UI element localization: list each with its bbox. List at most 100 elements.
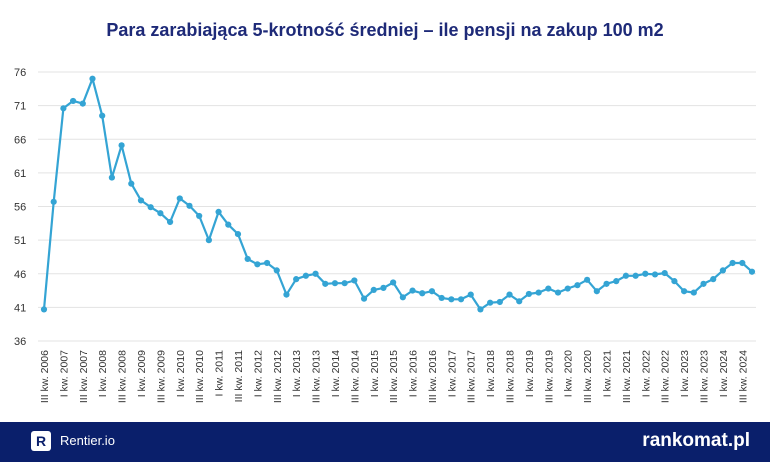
y-tick-label: 36: [14, 336, 26, 348]
data-point: [729, 259, 736, 267]
data-point: [748, 268, 756, 275]
data-point: [370, 286, 377, 293]
x-tick-label: III kw. 2016: [427, 350, 439, 403]
x-tick-label: III kw. 2023: [699, 350, 711, 403]
data-point: [428, 288, 436, 295]
data-point: [535, 289, 542, 296]
data-point: [341, 280, 348, 287]
rentier-logo-icon: R: [31, 431, 51, 451]
x-tick-label: III kw. 2009: [155, 350, 167, 403]
x-tick-label: I kw. 2015: [369, 350, 381, 397]
data-point: [302, 272, 309, 279]
data-point: [157, 210, 164, 217]
x-tick-label: I kw. 2010: [175, 350, 187, 397]
series: [40, 75, 756, 313]
x-tick-label: I kw. 2023: [679, 350, 691, 397]
data-point: [196, 212, 203, 220]
y-tick-label: 66: [14, 134, 26, 146]
data-point: [661, 269, 668, 277]
data-point: [622, 272, 630, 279]
data-point: [118, 142, 125, 149]
x-tick-label: III kw. 2014: [349, 350, 361, 403]
data-point: [545, 285, 552, 292]
data-point: [79, 100, 86, 107]
x-tick-label: I kw. 2011: [214, 350, 226, 397]
data-point: [99, 112, 106, 119]
right-brand: rankomat.pl: [642, 430, 750, 451]
x-tick-label: I kw. 2019: [524, 350, 536, 397]
y-tick-label: 61: [14, 168, 26, 180]
data-point: [293, 276, 300, 283]
data-point: [166, 218, 174, 226]
y-tick-label: 51: [14, 235, 26, 247]
data-point: [671, 278, 678, 285]
x-tick-label: I kw. 2007: [58, 350, 70, 397]
data-point: [263, 259, 271, 267]
y-tick-label: 71: [14, 101, 26, 113]
y-tick-label: 41: [14, 302, 26, 314]
data-point: [273, 267, 280, 274]
x-tick-label: I kw. 2018: [485, 350, 497, 397]
data-point: [457, 296, 465, 303]
y-tick-label: 76: [14, 67, 26, 79]
x-tick-label: I kw. 2020: [563, 350, 575, 397]
y-axis-ticks: 76 71 66 61 56 51 46 41 36: [14, 67, 26, 348]
chart-title: Para zarabiająca 5-krotność średniej – i…: [106, 20, 664, 40]
data-point: [603, 280, 610, 287]
data-point: [137, 197, 145, 204]
x-axis-ticks: III kw. 2006 I kw. 2007 III kw. 2007 I kw. …: [39, 350, 749, 403]
data-point: [176, 195, 183, 202]
data-point: [50, 198, 57, 205]
footer-bar: R Rentier.io rankomat.pl: [0, 422, 770, 462]
data-point: [467, 291, 474, 298]
data-point: [128, 180, 135, 187]
data-point: [322, 280, 329, 287]
data-point: [574, 282, 581, 289]
line-chart: 76 71 66 61 56 51 46 41 36 III kw. 2006 I kw. 200…: [14, 67, 756, 403]
data-point: [516, 298, 523, 305]
data-point: [710, 276, 717, 283]
data-point: [419, 290, 426, 297]
x-tick-label: I kw. 2013: [291, 350, 303, 397]
data-point: [69, 97, 77, 105]
data-point: [700, 280, 707, 287]
x-tick-label: III kw. 2015: [388, 350, 400, 403]
data-point: [525, 290, 533, 298]
data-point: [254, 261, 261, 268]
data-point: [244, 255, 251, 263]
data-point: [225, 221, 232, 228]
data-point: [554, 289, 562, 296]
data-point: [312, 270, 319, 277]
data-point: [487, 299, 494, 306]
y-tick-label: 46: [14, 269, 26, 281]
x-tick-label: I kw. 2014: [330, 350, 342, 397]
x-tick-label: I kw. 2022: [640, 350, 652, 397]
data-point: [506, 291, 513, 298]
data-point: [60, 105, 67, 112]
data-point: [651, 271, 659, 278]
x-tick-label: I kw. 2009: [136, 350, 148, 397]
x-tick-label: III kw. 2007: [78, 350, 90, 403]
gridlines: [38, 71, 756, 342]
x-tick-label: III kw. 2010: [194, 350, 206, 403]
data-point: [186, 202, 193, 209]
x-tick-label: III kw. 2018: [505, 350, 517, 403]
data-point: [438, 294, 445, 302]
x-tick-label: I kw. 2021: [602, 350, 614, 397]
x-tick-label: III kw. 2012: [272, 350, 284, 403]
x-tick-label: III kw. 2021: [621, 350, 633, 403]
x-tick-label: III kw. 2011: [233, 350, 245, 402]
data-point: [89, 75, 96, 82]
data-point: [613, 278, 620, 285]
data-point: [496, 298, 503, 306]
data-point: [205, 237, 212, 244]
data-point: [593, 288, 600, 295]
x-tick-label: III kw. 2020: [582, 350, 594, 403]
left-brand: Rentier.io: [60, 433, 115, 448]
data-point: [448, 296, 455, 303]
data-point: [564, 285, 571, 292]
data-point: [632, 272, 639, 279]
data-point: [283, 291, 290, 298]
x-tick-label: I kw. 2024: [718, 350, 730, 397]
data-point: [719, 267, 727, 274]
